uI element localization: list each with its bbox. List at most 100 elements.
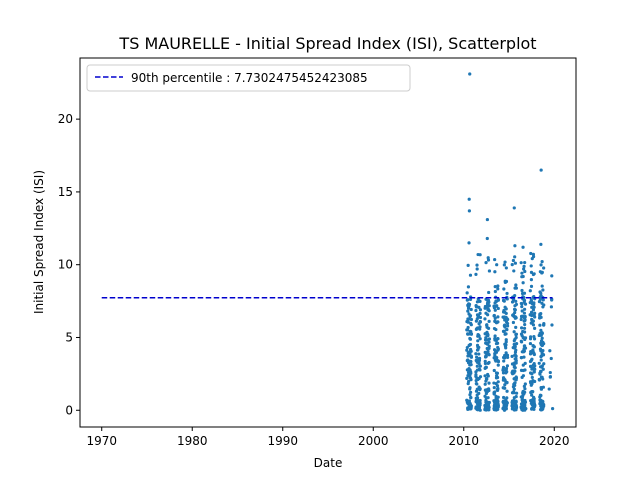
data-point — [514, 286, 518, 290]
data-point — [504, 279, 509, 284]
data-point — [513, 261, 518, 265]
data-point — [539, 358, 543, 362]
data-point — [469, 307, 473, 312]
data-point — [483, 374, 487, 378]
data-point — [513, 366, 517, 370]
data-point — [476, 252, 480, 257]
data-point — [475, 313, 480, 317]
data-point — [514, 325, 518, 330]
data-point — [504, 332, 508, 336]
data-point — [469, 317, 474, 322]
data-point — [485, 236, 489, 241]
data-point — [496, 284, 500, 288]
data-point — [511, 313, 515, 317]
data-point — [475, 387, 479, 391]
data-point — [468, 376, 472, 380]
data-point — [501, 376, 506, 380]
data-point — [475, 355, 479, 359]
data-point — [521, 398, 525, 402]
data-point — [478, 311, 482, 315]
data-point — [520, 305, 524, 309]
data-point — [475, 263, 479, 267]
data-point — [492, 392, 496, 396]
data-point — [528, 289, 532, 293]
x-tick-label: 1970 — [86, 434, 117, 448]
data-point — [538, 402, 542, 406]
data-point — [502, 395, 506, 400]
data-point — [474, 358, 478, 363]
data-point — [532, 313, 536, 317]
data-point — [539, 242, 543, 246]
data-point — [492, 400, 497, 405]
data-point — [511, 320, 515, 325]
data-point — [494, 394, 498, 398]
data-point — [523, 336, 528, 340]
data-point — [485, 346, 489, 351]
data-point — [493, 301, 497, 305]
data-point — [522, 267, 526, 271]
data-point — [512, 269, 516, 273]
data-point — [465, 368, 469, 372]
data-point — [523, 382, 527, 386]
data-point — [523, 260, 527, 265]
data-point — [514, 391, 519, 395]
data-point — [501, 298, 506, 303]
data-point — [466, 317, 470, 321]
data-point — [468, 329, 472, 333]
data-point — [531, 319, 535, 323]
data-point — [532, 352, 536, 357]
data-point — [492, 385, 496, 390]
data-point — [513, 244, 517, 248]
data-point — [475, 364, 479, 368]
data-point — [515, 341, 519, 346]
data-point — [519, 314, 524, 318]
data-point — [495, 263, 499, 267]
data-point — [519, 356, 524, 360]
data-point — [475, 368, 480, 372]
y-axis-label: Initial Spread Index (ISI) — [32, 170, 46, 314]
data-point — [478, 368, 482, 372]
data-point — [493, 319, 497, 324]
data-point — [513, 337, 517, 341]
legend: 90th percentile : 7.7302475452423085 — [86, 64, 411, 92]
data-point — [510, 404, 514, 408]
data-point — [540, 364, 544, 368]
x-axis-label: Date — [314, 456, 343, 470]
data-point — [494, 341, 499, 346]
data-point — [513, 404, 518, 408]
data-point — [521, 245, 525, 249]
data-point — [549, 305, 554, 309]
data-point — [483, 355, 488, 359]
data-point — [477, 352, 481, 356]
data-point — [532, 302, 536, 307]
data-point — [541, 405, 545, 410]
data-point — [469, 354, 473, 358]
data-point — [484, 399, 488, 403]
data-point — [502, 400, 506, 404]
data-point — [513, 381, 517, 385]
data-point — [521, 389, 525, 394]
data-point — [469, 332, 473, 336]
data-point — [523, 269, 527, 274]
data-point — [474, 373, 478, 377]
data-point — [467, 302, 471, 306]
data-point — [487, 387, 491, 391]
data-point — [487, 319, 491, 323]
x-tick-label: 2020 — [539, 434, 570, 448]
data-point — [478, 315, 483, 320]
data-point — [539, 328, 543, 332]
data-point — [503, 323, 507, 327]
data-point — [495, 398, 499, 402]
data-point — [521, 368, 526, 373]
data-point — [478, 337, 482, 341]
data-point — [513, 255, 517, 259]
data-point — [475, 327, 479, 331]
data-point — [474, 308, 478, 313]
data-point — [510, 399, 515, 404]
data-point — [520, 326, 524, 330]
data-point — [477, 385, 481, 389]
data-point — [520, 309, 524, 313]
data-point — [493, 289, 497, 294]
data-point — [520, 271, 524, 275]
data-point — [510, 354, 514, 358]
